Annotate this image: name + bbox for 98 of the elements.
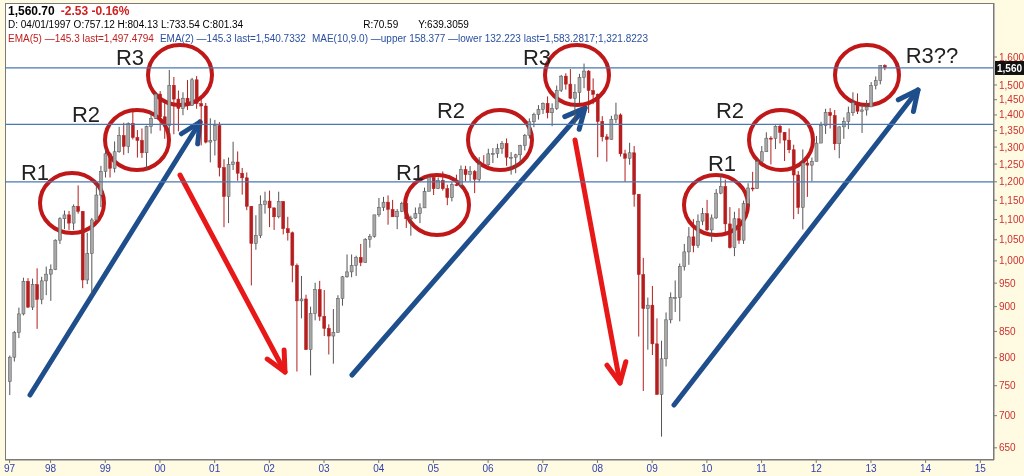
x-tick-label: 10 [701, 463, 713, 475]
candlestick [450, 181, 454, 202]
annotation: R2 [71, 102, 101, 127]
x-tick-label: 02 [263, 463, 276, 475]
y-tick-label: 900 [999, 301, 1017, 313]
x-tick-label: 99 [99, 463, 112, 475]
candlestick [750, 171, 755, 192]
candlestick [482, 154, 486, 166]
annotation: Y:639.3059 [418, 19, 469, 30]
candlestick [468, 165, 472, 182]
y-tick-label: 1,250 [999, 158, 1024, 170]
candlestick [208, 117, 213, 163]
candlestick [185, 79, 190, 111]
y-tick-label: 650 [999, 442, 1017, 454]
x-tick-label: 06 [482, 463, 495, 475]
x-tick-label: 14 [920, 463, 932, 475]
candlestick [126, 121, 131, 154]
x-tick-label: 13 [865, 463, 877, 475]
annotation: R3?? [905, 43, 959, 68]
x-tick-label: 98 [45, 463, 57, 475]
x-tick-label: 08 [591, 463, 604, 475]
candlestick [586, 69, 591, 114]
candlestick [705, 199, 709, 232]
candlestick [737, 207, 741, 245]
candlestick [235, 150, 240, 182]
annotation: R3 [522, 45, 552, 70]
candlestick [855, 92, 860, 115]
x-tick-label: 07 [537, 463, 549, 475]
x-tick-label: 11 [756, 463, 768, 475]
annotation: R1 [20, 160, 50, 185]
x-tick-label: 97 [4, 463, 16, 475]
candlestick [773, 124, 778, 150]
candlestick [404, 203, 409, 229]
y-tick-label: 1,050 [999, 234, 1024, 246]
candlestick [769, 135, 773, 165]
candlestick [358, 243, 363, 267]
annotation: EMA(5) —145.3 last=1,497.4794 [8, 33, 154, 44]
x-tick-label: 09 [646, 463, 659, 475]
annotation: R:70.59 [363, 19, 399, 30]
candlestick [627, 142, 632, 166]
candlestick [67, 210, 71, 231]
annotation: R3 [115, 45, 145, 70]
candlestick [299, 275, 304, 319]
x-tick-label: 03 [318, 463, 331, 475]
annotation: 1,560.70 [8, 4, 55, 18]
candlestick [349, 253, 354, 278]
y-tick-label: 850 [999, 325, 1017, 337]
annotation: D: 04/01/1997 O:757.12 H:804.13 L:733.54 C:801.34 [8, 19, 244, 30]
annotation: R1 [707, 151, 737, 176]
y-tick-label: 700 [999, 410, 1017, 422]
annotation: -2.53 -0.16% [60, 4, 130, 18]
x-tick-label: 12 [810, 463, 823, 475]
y-tick-label: 1,350 [999, 125, 1024, 137]
y-tick-label: 1,100 [999, 214, 1024, 226]
y-tick-label: 1,150 [999, 194, 1024, 206]
candlestick [646, 297, 650, 351]
candlestick [39, 276, 44, 305]
candlestick [545, 95, 550, 119]
y-tick-label: 1,400 [999, 109, 1024, 121]
x-tick-label: 00 [154, 463, 166, 475]
annotation: R2 [715, 98, 745, 123]
candlestick [363, 237, 368, 264]
candlestick [181, 91, 185, 116]
x-tick-label: 01 [209, 463, 221, 475]
y-tick-label: 1,200 [999, 176, 1024, 188]
y-tick-label: 1,600 [999, 51, 1024, 63]
candlestick [445, 184, 450, 206]
annotation: R1 [395, 160, 425, 185]
y-tick-label: 1,450 [999, 94, 1024, 106]
candlestick [477, 156, 481, 183]
y-tick-label: 1,500 [999, 79, 1024, 91]
candlestick [267, 190, 272, 228]
ref-line-label: 1,560 [997, 62, 1023, 74]
candlestick [276, 191, 281, 219]
candlestick [472, 169, 477, 194]
candlestick [108, 151, 112, 178]
candlestick [459, 164, 463, 189]
y-tick-label: 1,000 [999, 255, 1024, 267]
x-tick-label: 15 [974, 463, 987, 475]
y-tick-label: 1,300 [999, 141, 1024, 153]
candlestick [504, 137, 509, 167]
annotation: EMA(2) —145.3 last=1,540.7332 [159, 33, 306, 44]
x-tick-label: 04 [373, 463, 385, 475]
y-tick-label: 950 [999, 277, 1017, 289]
annotation: R2 [436, 98, 466, 123]
candlestick [568, 68, 573, 100]
candlestick [121, 122, 126, 156]
y-tick-label: 750 [999, 380, 1017, 392]
candlestick [691, 218, 696, 253]
annotation: MAE(10,9.0) —upper 158.377 —lower 132.223 last=1,583.2817;1,321.8223 [311, 33, 648, 44]
candlestick [35, 267, 39, 330]
candlestick [805, 153, 810, 198]
y-tick-label: 800 [999, 352, 1017, 364]
candlestick [837, 125, 842, 159]
candlestick [30, 278, 35, 311]
x-tick-label: 05 [427, 463, 440, 475]
candlestick [71, 203, 76, 231]
candlestick [194, 75, 199, 110]
